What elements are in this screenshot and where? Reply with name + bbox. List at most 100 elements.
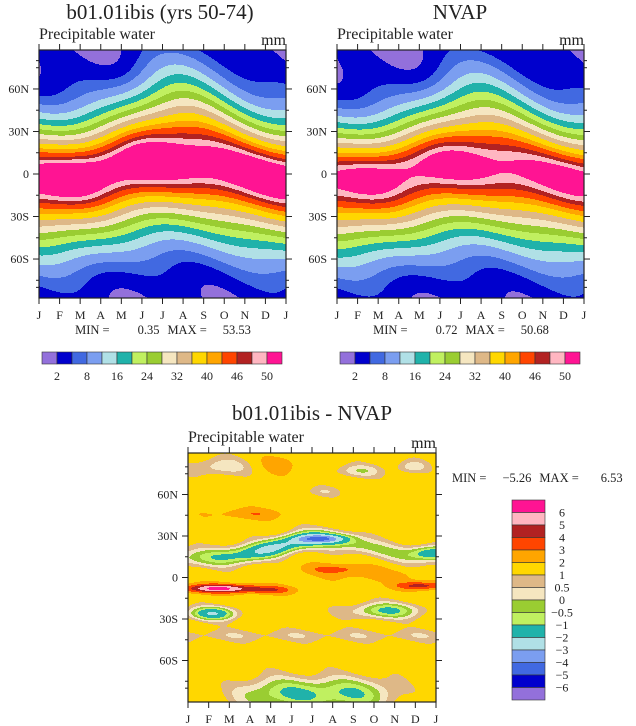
contour-fill-cell: [433, 227, 500, 229]
contour-fill-cell: [154, 84, 170, 86]
contour-fill-cell: [100, 137, 113, 139]
contour-fill-cell: [440, 80, 456, 82]
contour-fill-cell: [250, 80, 286, 82]
contour-fill-cell: [287, 459, 406, 461]
contour-fill-cell: [337, 119, 383, 121]
contour-fill-cell: [210, 194, 239, 196]
contour-fill-cell: [39, 113, 50, 115]
contour-fill-cell: [352, 247, 411, 249]
contour-fill-cell: [203, 102, 215, 104]
contour-fill-cell: [287, 536, 291, 538]
contour-fill-cell: [188, 461, 203, 463]
contour-fill-cell: [390, 212, 415, 214]
contour-fill-cell: [188, 540, 244, 542]
contour-fill-cell: [199, 61, 217, 63]
contour-fill-cell: [289, 460, 404, 462]
contour-fill-cell: [346, 201, 391, 203]
contour-fill-cell: [100, 190, 111, 192]
contour-fill-cell: [516, 104, 527, 106]
contour-fill-cell: [430, 130, 469, 132]
contour-fill-cell: [108, 117, 122, 119]
contour-fill-cell: [448, 72, 504, 74]
contour-fill-cell: [206, 97, 217, 99]
contour-fill-cell: [364, 548, 393, 550]
contour-fill-cell: [226, 79, 247, 81]
contour-fill-cell: [375, 295, 413, 297]
contour-fill-cell: [232, 106, 242, 108]
contour-fill-cell: [388, 268, 484, 270]
contour-fill-cell: [574, 54, 584, 56]
contour-fill-cell: [428, 141, 521, 143]
contour-fill-cell: [141, 221, 190, 223]
contour-fill-cell: [446, 74, 466, 76]
contour-fill-cell: [212, 569, 236, 571]
colorbar-label: 46: [529, 369, 541, 383]
contour-fill-cell: [438, 143, 486, 145]
contour-fill-cell: [289, 540, 299, 542]
contour-fill-cell: [287, 545, 313, 547]
contour-fill-cell: [294, 552, 303, 554]
contour-fill-cell: [321, 490, 328, 492]
contour-fill-cell: [409, 472, 429, 474]
contour-fill-cell: [39, 138, 81, 140]
contour-fill-cell: [538, 272, 584, 274]
contour-fill-cell: [378, 294, 415, 296]
contour-fill-cell: [129, 289, 201, 291]
contour-fill-cell: [357, 471, 368, 473]
contour-fill-cell: [480, 61, 502, 63]
contour-fill-cell: [196, 235, 225, 237]
x-tick-label: A: [477, 308, 486, 322]
contour-fill-cell: [251, 149, 263, 151]
contour-fill-cell: [475, 272, 512, 274]
contour-fill-cell: [242, 195, 253, 197]
contour-fill-cell: [248, 462, 262, 464]
contour-fill-cell: [549, 121, 567, 123]
contour-fill-cell: [340, 122, 373, 124]
contour-fill-cell: [512, 108, 523, 110]
contour-fill-cell: [228, 104, 239, 106]
contour-fill-cell: [42, 124, 74, 126]
contour-fill-cell: [224, 66, 286, 68]
contour-fill-cell: [93, 145, 105, 147]
contour-fill-cell: [458, 198, 530, 200]
contour-fill-cell: [549, 136, 563, 138]
contour-fill-cell: [337, 195, 395, 197]
contour-fill-cell: [432, 468, 436, 470]
contour-fill-cell: [155, 118, 211, 120]
contour-fill-cell: [396, 229, 427, 231]
contour-fill-cell: [333, 528, 436, 530]
contour-fill-cell: [230, 236, 277, 238]
contour-fill-cell: [230, 99, 242, 101]
contour-fill-cell: [139, 56, 156, 58]
contour-fill-cell: [207, 568, 238, 570]
contour-fill-cell: [518, 111, 529, 113]
contour-fill-cell: [492, 76, 510, 78]
contour-fill-cell: [223, 513, 251, 515]
contour-fill-cell: [201, 51, 274, 53]
contour-fill-cell: [440, 64, 457, 66]
contour-fill-cell: [386, 192, 402, 194]
contour-fill-cell: [232, 142, 243, 144]
contour-fill-cell: [423, 464, 431, 466]
contour-fill-cell: [415, 557, 436, 559]
contour-fill-cell: [115, 289, 129, 291]
contour-fill-cell: [274, 551, 283, 553]
contour-fill-cell: [267, 122, 286, 124]
contour-fill-cell: [341, 534, 346, 536]
contour-fill-cell: [196, 543, 203, 545]
contour-fill-cell: [218, 115, 228, 117]
contour-fill-cell: [39, 110, 74, 112]
contour-fill-cell: [88, 212, 112, 214]
contour-fill-cell: [171, 267, 212, 269]
contour-fill-cell: [212, 468, 243, 470]
contour-fill-cell: [337, 158, 399, 160]
colorbar-box: [399, 351, 416, 365]
contour-fill-cell: [509, 65, 584, 67]
contour-fill-cell: [457, 106, 508, 108]
contour-fill-cell: [343, 73, 433, 75]
contour-fill-cell: [244, 78, 286, 80]
contour-fill-cell: [251, 466, 263, 468]
contour-fill-cell: [254, 146, 265, 148]
contour-fill-cell: [150, 87, 164, 89]
contour-fill-cell: [414, 125, 430, 127]
